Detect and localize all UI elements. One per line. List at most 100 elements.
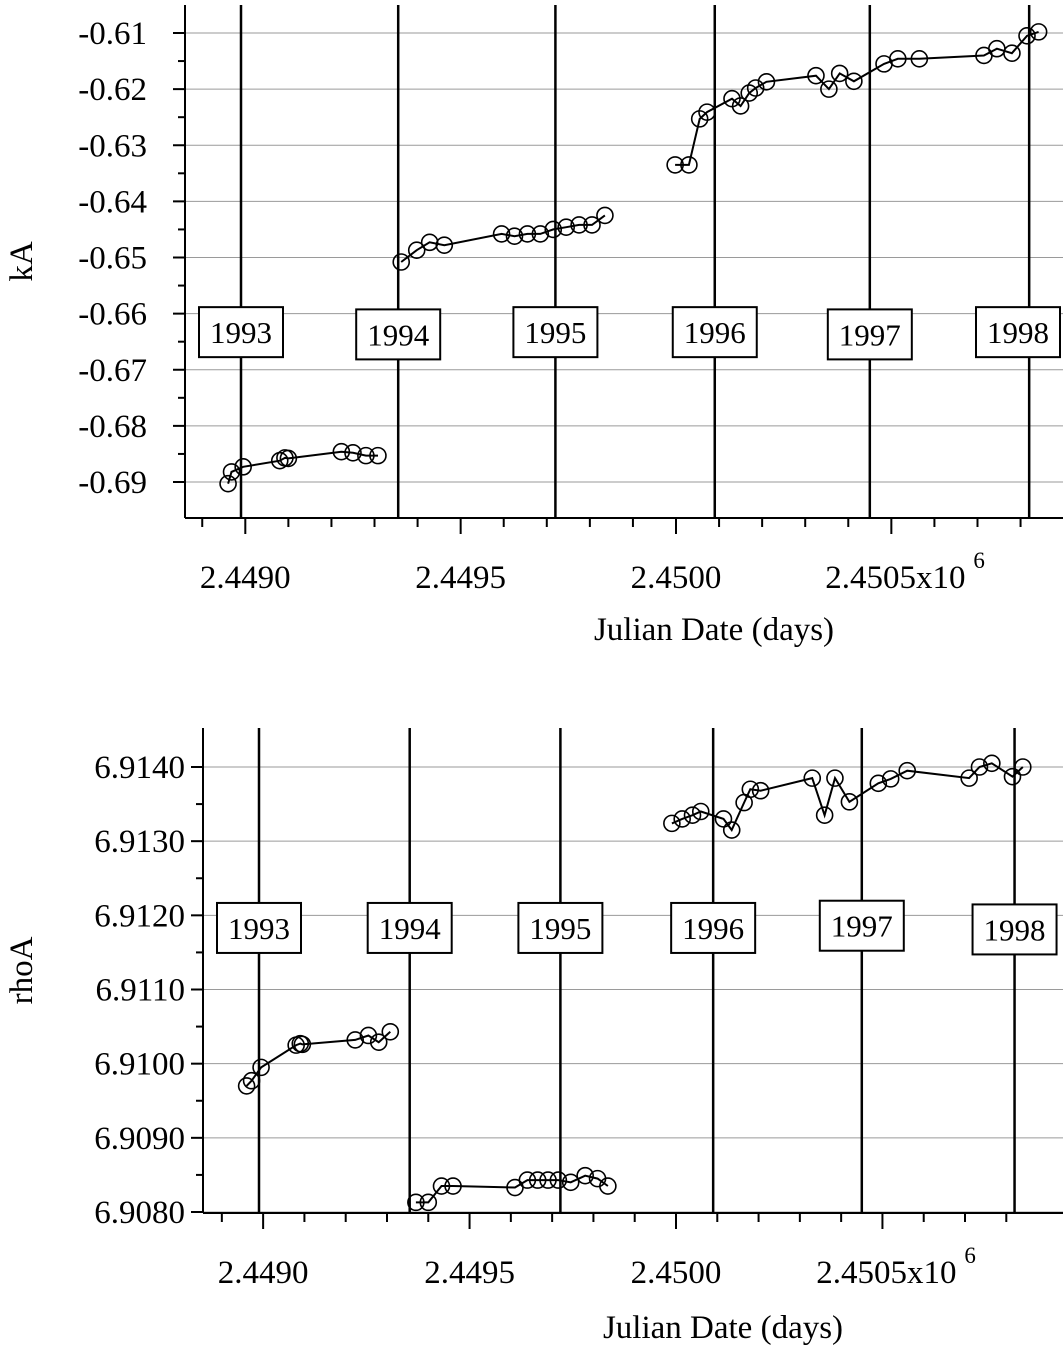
data-point bbox=[444, 1177, 462, 1195]
year-label-box bbox=[671, 306, 758, 359]
year-label-box bbox=[971, 903, 1058, 956]
data-point bbox=[222, 463, 241, 481]
data-point bbox=[1003, 767, 1022, 786]
data-point bbox=[845, 72, 863, 91]
data-point bbox=[1018, 27, 1036, 45]
data-point bbox=[596, 206, 614, 225]
data-point bbox=[544, 220, 563, 239]
data-point bbox=[970, 758, 989, 776]
y-tick-label: -0.65 bbox=[78, 241, 147, 277]
y-tick-label: 6.9110 bbox=[95, 973, 185, 1009]
y-tick-label: -0.69 bbox=[78, 465, 147, 501]
data-point bbox=[1014, 758, 1032, 776]
data-point bbox=[583, 216, 601, 234]
y-axis-title: rhoA bbox=[4, 936, 40, 1004]
data-point bbox=[435, 236, 454, 254]
year-label: 1998 bbox=[987, 315, 1049, 350]
data-point bbox=[898, 761, 917, 780]
data-point bbox=[279, 449, 298, 468]
data-point bbox=[432, 1177, 451, 1195]
x-tick-label: 2.4500 bbox=[631, 560, 722, 596]
data-point bbox=[234, 458, 252, 476]
data-point bbox=[673, 810, 691, 828]
year-label-box bbox=[818, 899, 905, 952]
data-point bbox=[419, 1193, 438, 1212]
y-tick-label: -0.64 bbox=[78, 184, 147, 220]
x-tick-label: 2.4495 bbox=[424, 1255, 515, 1291]
data-point bbox=[714, 810, 733, 828]
data-point bbox=[369, 1033, 388, 1051]
x-tick-label: 2.4490 bbox=[218, 1255, 309, 1291]
year-label: 1995 bbox=[529, 911, 591, 946]
chart-panel-2: 6.9140 6.9130 6.9120 6.9110 6.9100 6.9090 6.90… bbox=[4, 728, 1063, 1346]
data-point bbox=[666, 156, 684, 174]
data-point bbox=[576, 1166, 594, 1185]
data-point bbox=[881, 770, 900, 788]
data-point bbox=[420, 233, 439, 252]
x-tick-label: 2.4500 bbox=[631, 1255, 722, 1291]
series-line bbox=[415, 1174, 609, 1204]
data-point bbox=[549, 1171, 568, 1189]
data-point bbox=[722, 821, 741, 839]
y-tick-label: -0.63 bbox=[78, 128, 147, 164]
data-point bbox=[252, 1058, 270, 1077]
data-point bbox=[539, 1171, 557, 1189]
chart-panel-1: -0.61 -0.62 -0.63 -0.64 -0.65 -0.66 -0.67 -0.68… bbox=[4, 5, 1063, 648]
data-point bbox=[359, 1026, 378, 1045]
data-point bbox=[757, 73, 776, 91]
year-label: 1993 bbox=[228, 911, 290, 946]
y-tick-label: -0.67 bbox=[78, 353, 147, 389]
data-point bbox=[751, 781, 770, 800]
data-point bbox=[332, 442, 351, 461]
data-point bbox=[960, 769, 978, 787]
x-axis-title: Julian Date (days) bbox=[603, 1310, 843, 1346]
year-label-box bbox=[975, 306, 1061, 359]
series-line bbox=[245, 1031, 391, 1087]
data-point bbox=[344, 444, 362, 462]
data-point bbox=[518, 225, 537, 243]
data-point bbox=[826, 769, 844, 787]
year-label-box bbox=[366, 901, 453, 954]
data-point bbox=[242, 1071, 261, 1090]
y-tick-label: 6.9130 bbox=[94, 824, 185, 860]
data-point bbox=[691, 802, 710, 821]
data-point bbox=[741, 780, 760, 799]
data-point bbox=[407, 1193, 425, 1212]
year-label: 1995 bbox=[524, 315, 586, 350]
data-point bbox=[698, 103, 716, 121]
data-point bbox=[237, 1077, 256, 1095]
x-exponent-label: 6 bbox=[964, 1243, 976, 1268]
data-point bbox=[293, 1035, 312, 1054]
year-label: 1997 bbox=[831, 909, 893, 944]
data-point bbox=[803, 769, 822, 787]
y-axis-title: kA bbox=[4, 241, 40, 282]
x-tick-label: 2.4505x10 bbox=[816, 1255, 956, 1291]
data-point bbox=[346, 1031, 364, 1049]
year-label-box bbox=[670, 901, 757, 954]
year-label: 1996 bbox=[682, 911, 744, 946]
year-label: 1998 bbox=[984, 912, 1046, 947]
data-point bbox=[815, 806, 834, 825]
data-point bbox=[528, 1171, 547, 1189]
y-tick-label: 6.9140 bbox=[94, 750, 185, 786]
y-tick-label: -0.61 bbox=[78, 16, 147, 52]
data-point bbox=[381, 1022, 400, 1041]
year-label: 1993 bbox=[210, 315, 272, 350]
data-point bbox=[219, 474, 237, 493]
data-point bbox=[599, 1177, 617, 1195]
y-tick-label: 6.9090 bbox=[94, 1121, 185, 1157]
data-point bbox=[731, 97, 750, 115]
year-label-box bbox=[355, 308, 442, 361]
data-point bbox=[392, 253, 411, 271]
year-label-box bbox=[512, 306, 599, 359]
year-label: 1994 bbox=[379, 911, 442, 946]
data-point bbox=[505, 227, 524, 245]
data-point bbox=[680, 156, 698, 174]
series-line bbox=[400, 214, 606, 263]
data-point bbox=[492, 225, 511, 243]
y-tick-label: 6.9100 bbox=[94, 1047, 185, 1083]
year-label-box bbox=[517, 901, 604, 954]
data-point bbox=[740, 84, 759, 102]
data-point bbox=[561, 1173, 580, 1192]
